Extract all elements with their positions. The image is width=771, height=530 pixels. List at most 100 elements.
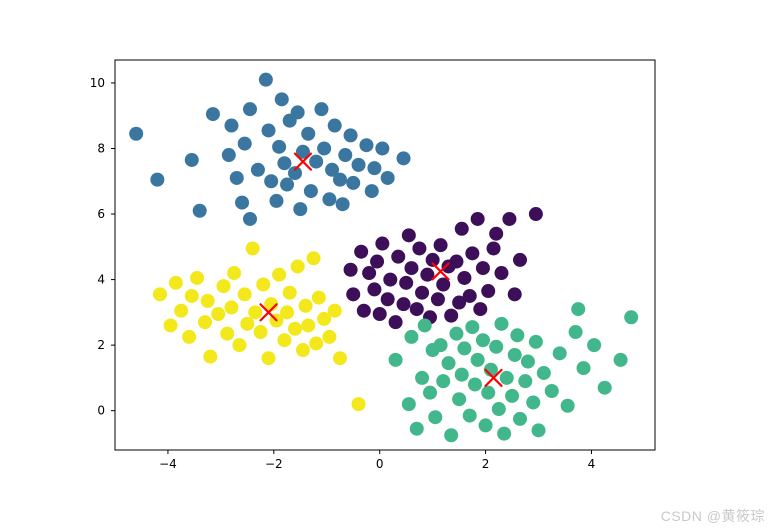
- cluster-blue-point: [317, 141, 331, 155]
- cluster-yellow-point: [328, 304, 342, 318]
- cluster-purple-point: [431, 292, 445, 306]
- cluster-blue-point: [272, 140, 286, 154]
- cluster-green-point: [497, 427, 511, 441]
- cluster-green-point: [494, 317, 508, 331]
- cluster-blue-point: [367, 161, 381, 175]
- cluster-yellow-point: [203, 350, 217, 364]
- cluster-blue-point: [129, 127, 143, 141]
- cluster-purple-point: [529, 207, 543, 221]
- cluster-yellow-point: [185, 289, 199, 303]
- cluster-green-point: [465, 320, 479, 334]
- cluster-green-point: [476, 333, 490, 347]
- cluster-blue-point: [352, 158, 366, 172]
- y-tick-label: 4: [97, 273, 105, 287]
- cluster-yellow-point: [299, 299, 313, 313]
- cluster-yellow-point: [211, 307, 225, 321]
- cluster-purple-point: [391, 250, 405, 264]
- cluster-purple-point: [415, 286, 429, 300]
- cluster-yellow-point: [164, 318, 178, 332]
- cluster-green-point: [577, 361, 591, 375]
- cluster-blue-point: [293, 202, 307, 216]
- cluster-blue-point: [338, 148, 352, 162]
- cluster-blue-point: [269, 194, 283, 208]
- cluster-green-point: [505, 389, 519, 403]
- cluster-green-point: [428, 410, 442, 424]
- cluster-yellow-point: [153, 287, 167, 301]
- cluster-yellow-point: [322, 330, 336, 344]
- cluster-green-point: [526, 395, 540, 409]
- cluster-blue-point: [333, 173, 347, 187]
- cluster-green-point: [402, 397, 416, 411]
- cluster-purple-point: [494, 266, 508, 280]
- cluster-blue-point: [336, 197, 350, 211]
- cluster-purple-point: [357, 304, 371, 318]
- cluster-green-point: [455, 368, 469, 382]
- cluster-yellow-point: [182, 330, 196, 344]
- cluster-green-point: [598, 381, 612, 395]
- cluster-yellow-point: [232, 338, 246, 352]
- cluster-yellow-point: [254, 325, 268, 339]
- cluster-green-point: [442, 356, 456, 370]
- cluster-purple-point: [481, 284, 495, 298]
- cluster-yellow-point: [256, 277, 270, 291]
- cluster-green-point: [436, 374, 450, 388]
- cluster-blue-point: [264, 174, 278, 188]
- cluster-blue-point: [150, 173, 164, 187]
- chart-svg: −4−20240246810: [0, 0, 771, 530]
- cluster-purple-point: [449, 255, 463, 269]
- cluster-blue-point: [375, 141, 389, 155]
- cluster-blue-point: [243, 212, 257, 226]
- cluster-yellow-point: [333, 351, 347, 365]
- cluster-yellow-point: [280, 305, 294, 319]
- cluster-purple-point: [375, 237, 389, 251]
- cluster-green-point: [624, 310, 638, 324]
- cluster-purple-point: [381, 292, 395, 306]
- cluster-blue-point: [381, 171, 395, 185]
- cluster-purple-point: [463, 289, 477, 303]
- cluster-purple-point: [476, 261, 490, 275]
- cluster-blue-point: [359, 138, 373, 152]
- cluster-yellow-point: [217, 279, 231, 293]
- cluster-blue-point: [206, 107, 220, 121]
- cluster-green-point: [532, 423, 546, 437]
- plot-border: [115, 60, 655, 450]
- cluster-green-point: [479, 418, 493, 432]
- cluster-purple-point: [465, 246, 479, 260]
- cluster-blue-point: [322, 192, 336, 206]
- cluster-purple-point: [344, 263, 358, 277]
- cluster-green-point: [415, 371, 429, 385]
- cluster-green-point: [410, 422, 424, 436]
- cluster-yellow-point: [312, 291, 326, 305]
- cluster-yellow-point: [283, 286, 297, 300]
- cluster-blue-point: [397, 151, 411, 165]
- cluster-yellow-point: [174, 304, 188, 318]
- y-tick-label: 8: [97, 141, 105, 155]
- cluster-yellow-point: [288, 322, 302, 336]
- y-tick-label: 6: [97, 207, 105, 221]
- cluster-green-point: [463, 409, 477, 423]
- x-tick-label: 4: [588, 457, 596, 471]
- cluster-purple-point: [397, 297, 411, 311]
- cluster-green-point: [571, 302, 585, 316]
- cluster-purple-point: [383, 273, 397, 287]
- cluster-green-point: [457, 341, 471, 355]
- cluster-purple-point: [444, 309, 458, 323]
- cluster-green-point: [444, 428, 458, 442]
- cluster-green-point: [569, 325, 583, 339]
- cluster-blue-point: [193, 204, 207, 218]
- cluster-blue-point: [309, 155, 323, 169]
- cluster-purple-point: [412, 241, 426, 255]
- cluster-green-point: [418, 318, 432, 332]
- cluster-green-point: [521, 355, 535, 369]
- cluster-blue-point: [230, 171, 244, 185]
- cluster-purple-point: [389, 315, 403, 329]
- cluster-blue-point: [235, 196, 249, 210]
- cluster-yellow-point: [227, 266, 241, 280]
- cluster-blue-point: [365, 184, 379, 198]
- cluster-green-point: [434, 338, 448, 352]
- cluster-purple-point: [489, 227, 503, 241]
- cluster-green-point: [518, 374, 532, 388]
- cluster-purple-point: [402, 228, 416, 242]
- cluster-green-point: [489, 340, 503, 354]
- cluster-green-point: [500, 371, 514, 385]
